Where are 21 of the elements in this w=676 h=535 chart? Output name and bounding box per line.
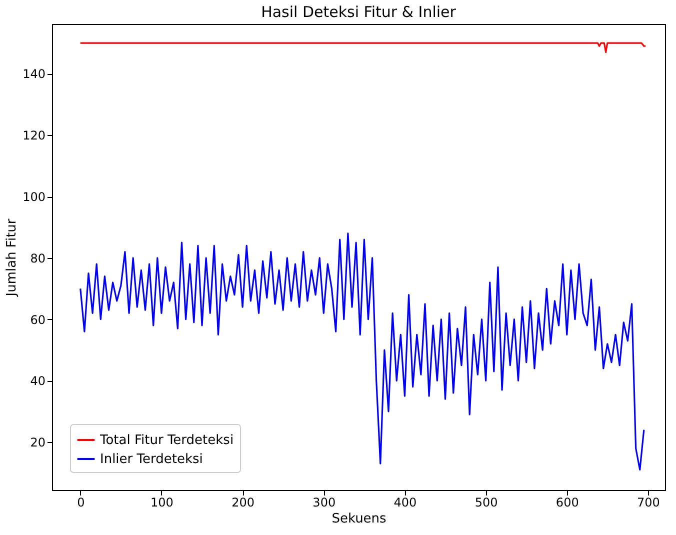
- x-tick-label: 100: [150, 496, 174, 510]
- x-tick-label: 200: [232, 496, 254, 510]
- x-tick-label: 600: [556, 496, 579, 510]
- y-tick-label: 40: [30, 374, 46, 388]
- legend-label: Total Fitur Terdeteksi: [99, 433, 234, 448]
- y-tick-label: 140: [22, 67, 46, 82]
- x-tick-label: 500: [474, 496, 498, 510]
- legend-label: Inlier Terdeteksi: [100, 452, 203, 467]
- x-tick-label: 700: [637, 496, 660, 510]
- y-tick-label: 80: [30, 251, 46, 266]
- y-tick-label: 60: [30, 312, 46, 327]
- x-tick-label: 300: [312, 496, 336, 510]
- y-tick-label: 100: [22, 190, 46, 204]
- chart-title: Hasil Deteksi Fitur & Inlier: [261, 3, 457, 21]
- x-tick-label: 0: [77, 496, 85, 510]
- y-tick-label: 20: [30, 436, 46, 450]
- y-axis-title: Jumlah Fitur: [4, 218, 20, 298]
- x-tick-label: 400: [394, 496, 417, 510]
- x-axis-title: Sekuens: [332, 512, 387, 526]
- y-tick-label: 120: [22, 128, 46, 143]
- line-series: [80, 232, 645, 471]
